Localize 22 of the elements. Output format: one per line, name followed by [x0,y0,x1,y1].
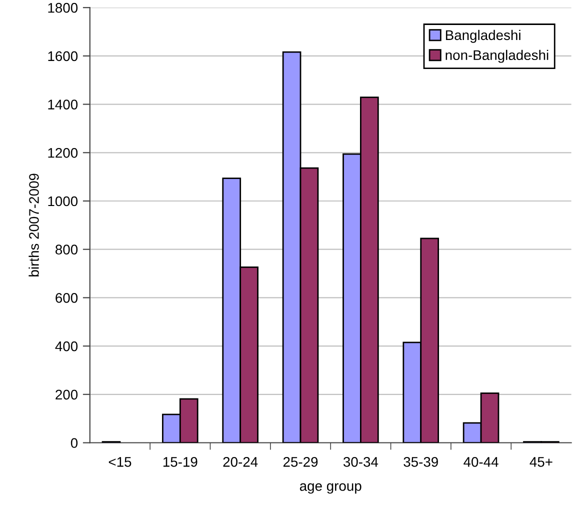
y-tick-label: 0 [70,438,78,448]
x-tick-label: 45+ [530,457,552,467]
y-axis-title: births 2007-2009 [28,174,39,276]
x-tick-label: 30-34 [343,457,378,467]
legend-label: non-Bangladeshi [446,50,548,63]
x-tick-label: 40-44 [464,457,498,467]
legend-label: Bangladeshi [446,30,520,43]
x-tick-label: 25-29 [283,457,318,467]
y-tick-label: 200 [56,390,78,400]
x-axis-title: age group [300,483,362,494]
y-tick-label: 1600 [48,51,78,62]
y-tick-label: 800 [56,244,78,255]
y-tick-label: 400 [55,341,78,352]
y-tick-label: 600 [56,293,78,303]
x-tick-label: 20-24 [223,457,258,467]
y-tick-label: 1000 [48,196,78,206]
x-tick-label: <15 [108,457,132,467]
x-tick-label: 35-39 [404,457,438,467]
y-tick-label: 1800 [48,2,78,13]
y-tick-label: 1400 [48,100,78,110]
y-tick-label: 1200 [48,148,78,158]
x-tick-label: 15-19 [163,457,198,467]
